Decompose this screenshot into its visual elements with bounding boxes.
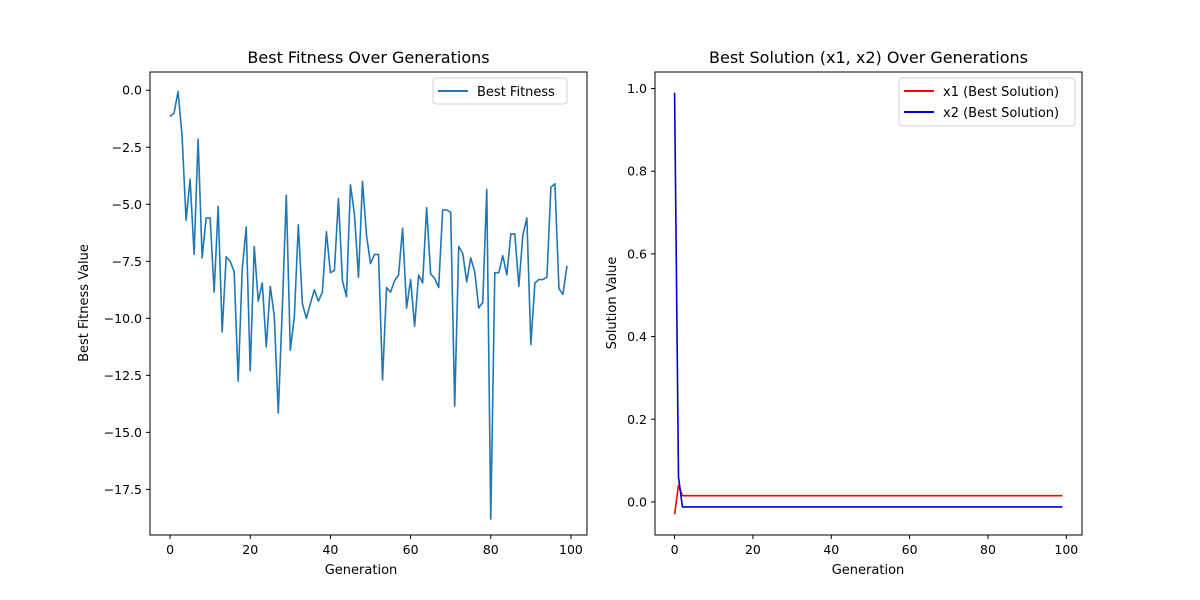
solution-plot-area <box>654 71 1083 536</box>
solution-series-line-1 <box>673 92 1063 508</box>
fitness-y-tick-label: −2.5 <box>112 140 142 155</box>
solution-y-tick-label: 0.0 <box>627 494 647 509</box>
solution-legend-label-x1: x1 (Best Solution) <box>943 85 1059 100</box>
solution-y-tick-label: 0.4 <box>627 329 647 344</box>
fitness-x-tick-label: 100 <box>559 542 583 557</box>
fitness-x-tick-label: 40 <box>322 542 338 557</box>
solution-y-ticks: 0.0 0.2 0.4 0.6 0.8 1.0 <box>627 81 655 509</box>
solution-y-axis-label: Solution Value <box>605 257 620 350</box>
solution-series-line-0 <box>673 484 1063 515</box>
fitness-y-ticks: 0.0 −2.5 −5.0 −7.5 −10.0 −12.5 −15.0 −17.5 <box>104 83 150 497</box>
fitness-y-tick-label: −7.5 <box>112 254 142 269</box>
solution-legend-label-x2: x2 (Best Solution) <box>943 106 1059 121</box>
solution-legend: x1 (Best Solution) x2 (Best Solution) <box>898 77 1076 127</box>
fitness-y-tick-label: −17.5 <box>104 482 142 497</box>
solution-y-tick-label: 0.2 <box>627 412 647 427</box>
solution-x-ticks: 0 20 40 60 80 100 <box>671 535 1078 557</box>
fitness-chart: Best Fitness Over Generations Generation… <box>77 48 588 578</box>
solution-x-tick-label: 0 <box>671 542 679 557</box>
fitness-series <box>169 90 568 520</box>
fitness-y-tick-label: −10.0 <box>104 311 142 326</box>
fitness-plot-area <box>149 71 588 536</box>
solution-series <box>673 92 1063 515</box>
fitness-x-tick-label: 60 <box>403 542 419 557</box>
solution-x-axis-label: Generation <box>832 563 905 578</box>
fitness-y-tick-label: −5.0 <box>112 197 142 212</box>
fitness-x-tick-label: 80 <box>483 542 499 557</box>
fitness-x-axis-label: Generation <box>325 563 398 578</box>
fitness-y-tick-label: −12.5 <box>104 368 142 383</box>
fitness-y-tick-label: 0.0 <box>122 83 142 98</box>
solution-y-tick-label: 1.0 <box>627 81 647 96</box>
solution-x-tick-label: 80 <box>980 542 996 557</box>
solution-x-tick-label: 20 <box>745 542 761 557</box>
fitness-x-tick-label: 20 <box>242 542 258 557</box>
solution-y-tick-label: 0.8 <box>627 164 647 179</box>
fitness-legend: Best Fitness <box>432 77 568 105</box>
fitness-series-line-0 <box>169 90 568 520</box>
fitness-x-ticks: 0 20 40 60 80 100 <box>166 535 583 557</box>
solution-chart-title: Best Solution (x1, x2) Over Generations <box>709 48 1028 67</box>
fitness-y-tick-label: −15.0 <box>104 425 142 440</box>
fitness-legend-box <box>432 77 568 105</box>
fitness-x-tick-label: 0 <box>166 542 174 557</box>
solution-chart: Best Solution (x1, x2) Over Generations … <box>605 48 1083 578</box>
solution-legend-box <box>898 77 1076 127</box>
solution-y-tick-label: 0.6 <box>627 246 647 261</box>
fitness-chart-title: Best Fitness Over Generations <box>247 48 489 67</box>
solution-x-tick-label: 40 <box>823 542 839 557</box>
fitness-y-axis-label: Best Fitness Value <box>77 244 92 362</box>
solution-x-tick-label: 100 <box>1054 542 1078 557</box>
solution-x-tick-label: 60 <box>902 542 918 557</box>
fitness-legend-label: Best Fitness <box>477 85 555 100</box>
